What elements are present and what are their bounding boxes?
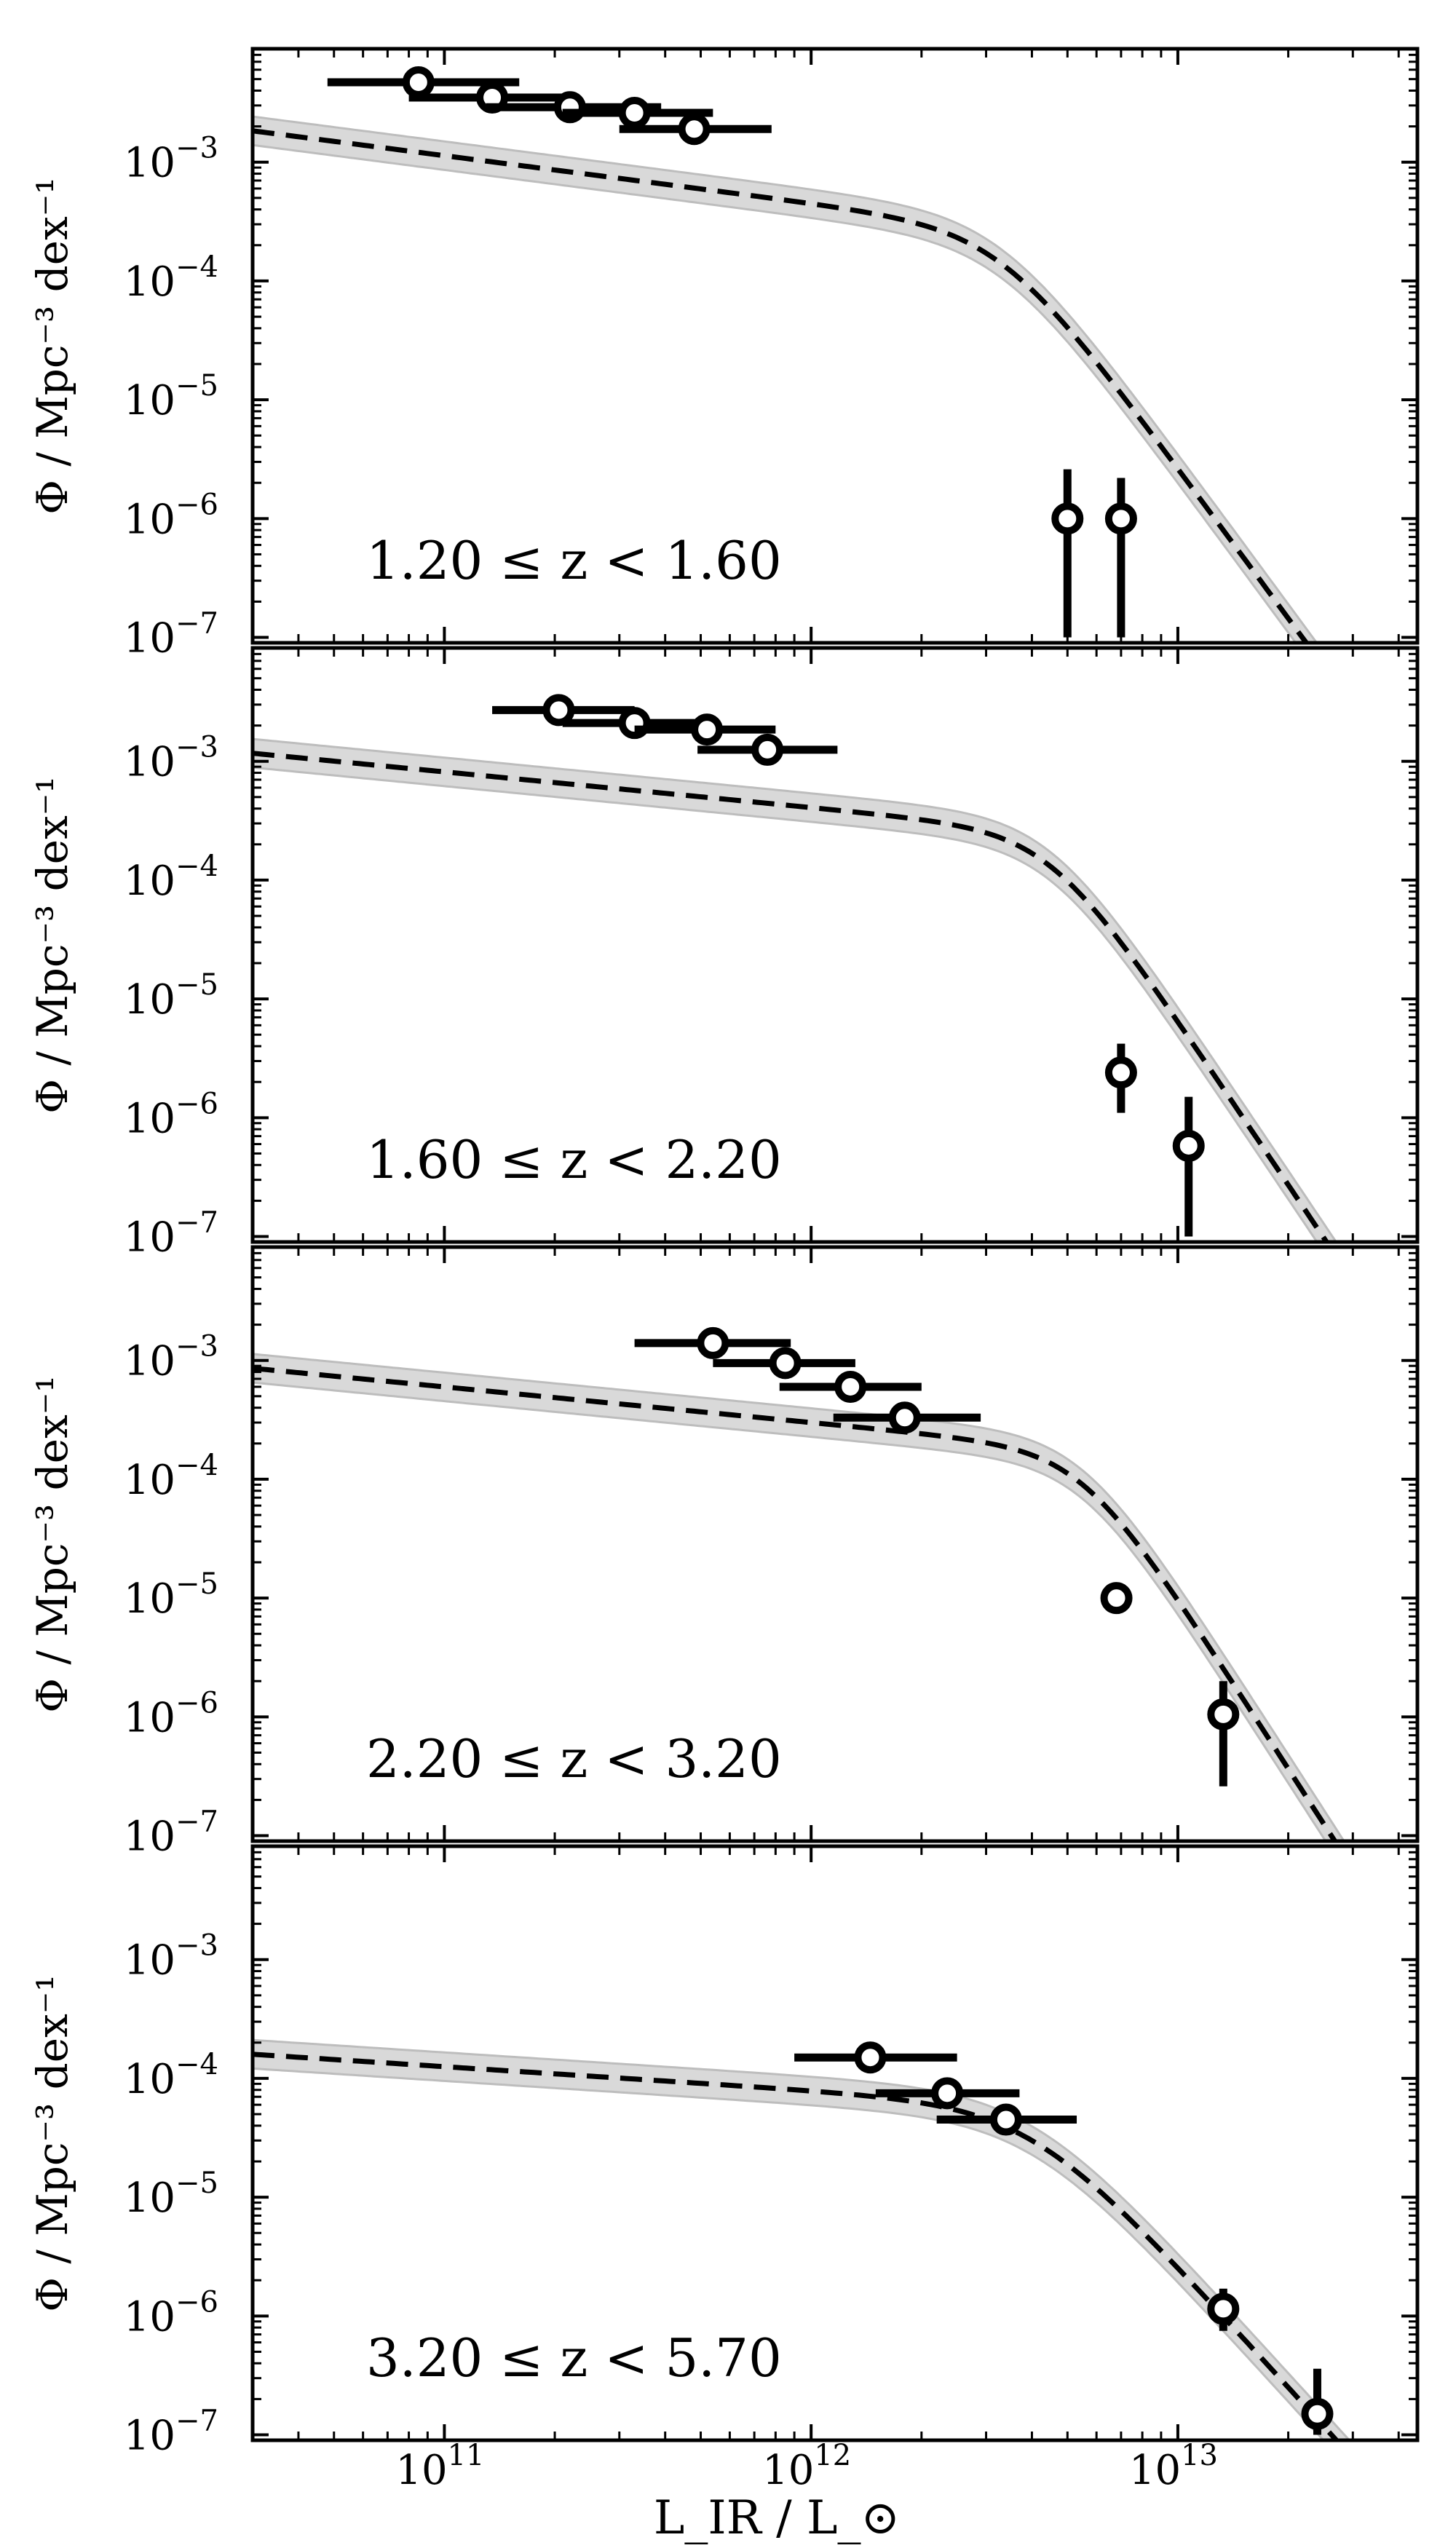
panel-frame — [250, 646, 1420, 1244]
panel-frame — [250, 1844, 1420, 2442]
y-tick-label: 10−6 — [124, 488, 218, 543]
y-tick-label: 10−7 — [124, 1206, 218, 1262]
data-point — [1104, 478, 1137, 638]
data-marker — [1172, 1129, 1205, 1162]
fit-curve — [253, 751, 1330, 1242]
data-point — [1207, 1681, 1240, 1787]
axis-ticks — [251, 1846, 1417, 2442]
x-tick-label: 1011 — [395, 2439, 484, 2494]
y-tick-label: 10−7 — [124, 1805, 218, 1861]
data-marker — [542, 694, 575, 727]
y-axis-title: Φ / Mpc⁻³ dex⁻¹ — [28, 776, 77, 1113]
data-marker — [1207, 2292, 1240, 2325]
x-tick-label: 1013 — [1129, 2439, 1218, 2494]
y-tick-label: 10−4 — [124, 2048, 218, 2103]
data-point — [833, 1401, 981, 1434]
data-marker — [678, 113, 711, 146]
fit-uncertainty-band — [253, 115, 1318, 643]
data-point — [1104, 1043, 1137, 1113]
data-marker — [691, 713, 724, 746]
y-tick-label: 10−5 — [124, 1567, 218, 1623]
data-point — [634, 713, 776, 746]
data-marker — [931, 2077, 964, 2110]
y-tick-label: 10−3 — [124, 1929, 218, 1985]
data-marker — [888, 1401, 921, 1434]
data-marker — [1051, 502, 1084, 535]
panel-frame — [250, 1245, 1420, 1843]
plot-area — [253, 694, 1338, 1242]
data-point — [1100, 1582, 1133, 1615]
plot-area — [253, 2038, 1351, 2440]
data-marker — [834, 1370, 867, 1403]
panel-4: 10−3 10−4 10−5 10−6 10−7 Φ / Mpc⁻³ dex⁻¹ 3.20 … — [28, 1844, 1420, 2460]
y-tick-label: 10−3 — [124, 132, 218, 187]
redshift-bin-label: 3.20 ≤ z < 5.70 — [366, 2327, 782, 2389]
y-tick-label: 10−5 — [124, 2167, 218, 2222]
data-point — [875, 2077, 1020, 2110]
y-tick-label: 10−7 — [124, 2405, 218, 2460]
plot-area — [253, 1326, 1345, 1841]
axis-ticks — [251, 49, 1417, 644]
data-point — [619, 113, 772, 146]
panel-2: 10−3 10−4 10−5 10−6 10−7 Φ / Mpc⁻³ dex⁻¹ 1.60 … — [28, 646, 1420, 1262]
data-marker — [618, 97, 651, 130]
data-marker — [769, 1347, 802, 1380]
y-tick-label: 10−3 — [124, 731, 218, 786]
panel-3: 10−3 10−4 10−5 10−6 10−7 Φ / Mpc⁻³ dex⁻¹ 2.20 … — [28, 1245, 1420, 1861]
data-point — [779, 1370, 922, 1403]
data-point — [1207, 2288, 1240, 2331]
data-marker — [751, 733, 784, 766]
data-marker — [1301, 2397, 1334, 2430]
panels: 10−3 10−4 10−5 10−6 10−7 Φ / Mpc⁻³ dex⁻¹ 1.20 … — [28, 47, 1420, 2494]
fit-uncertainty-band — [253, 737, 1338, 1242]
data-point — [1051, 469, 1084, 638]
data-marker — [989, 2103, 1022, 2136]
data-point — [1172, 1096, 1205, 1237]
data-point — [697, 733, 838, 766]
data-marker — [402, 66, 435, 99]
x-tick-labels: 1011 1012 1013 — [395, 2439, 1218, 2494]
redshift-bin-label: 1.60 ≤ z < 2.20 — [366, 1129, 782, 1190]
y-axis-title: Φ / Mpc⁻³ dex⁻¹ — [28, 1375, 77, 1712]
redshift-bin-label: 1.20 ≤ z < 1.60 — [366, 530, 782, 591]
data-marker — [1207, 1698, 1240, 1730]
y-tick-label: 10−4 — [124, 850, 218, 905]
panel-1: 10−3 10−4 10−5 10−6 10−7 Φ / Mpc⁻³ dex⁻¹ 1.20 … — [28, 47, 1420, 662]
y-tick-label: 10−7 — [124, 607, 218, 662]
axis-ticks — [251, 648, 1417, 1243]
data-marker — [1104, 502, 1137, 535]
y-tick-label: 10−6 — [124, 1087, 218, 1142]
y-tick-label: 10−3 — [124, 1330, 218, 1385]
data-marker — [854, 2041, 887, 2074]
panel-frame — [250, 47, 1420, 645]
fit-curve — [253, 128, 1310, 643]
redshift-bin-label: 2.20 ≤ z < 3.20 — [366, 1728, 782, 1789]
data-marker — [1100, 1582, 1133, 1615]
y-axis-title: Φ / Mpc⁻³ dex⁻¹ — [28, 177, 77, 514]
data-point — [794, 2041, 957, 2074]
fit-uncertainty-band — [253, 2038, 1351, 2440]
y-tick-label: 10−4 — [124, 250, 218, 306]
y-tick-label: 10−6 — [124, 2285, 218, 2341]
fit-uncertainty-band — [253, 1353, 1345, 1841]
data-point — [713, 1347, 855, 1380]
x-axis-title: L_IR / L_⊙ — [654, 2491, 900, 2545]
data-marker — [697, 1326, 729, 1359]
data-point — [634, 1326, 791, 1359]
plot-area — [253, 66, 1318, 643]
y-axis-title: Φ / Mpc⁻³ dex⁻¹ — [28, 1974, 77, 2311]
data-point — [936, 2103, 1077, 2136]
y-tick-label: 10−5 — [124, 369, 218, 424]
x-tick-label: 1012 — [762, 2439, 851, 2494]
data-point — [492, 694, 635, 727]
y-tick-label: 10−5 — [124, 968, 218, 1024]
fit-curve — [253, 1366, 1338, 1841]
data-point — [1301, 2368, 1334, 2435]
y-tick-label: 10−4 — [124, 1449, 218, 1504]
axis-ticks — [251, 1247, 1417, 1843]
y-tick-label: 10−6 — [124, 1686, 218, 1741]
data-marker — [1104, 1056, 1137, 1089]
